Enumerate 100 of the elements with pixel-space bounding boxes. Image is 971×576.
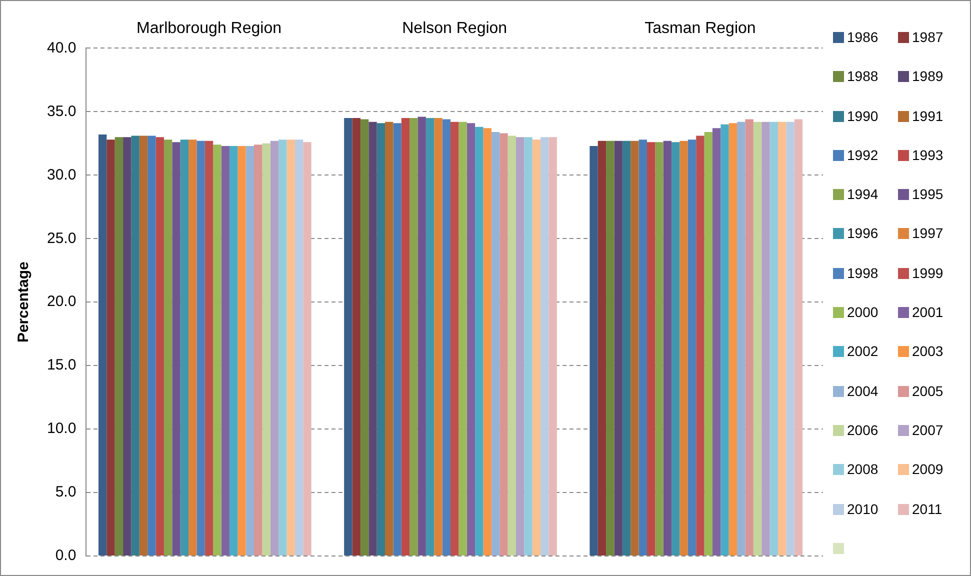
bar [622,140,631,556]
legend-label: 1999 [912,264,944,281]
legend-label: 1994 [847,186,878,202]
bar [548,137,557,556]
bar [106,140,115,556]
bar [680,140,688,556]
bar [131,136,140,556]
bar [704,132,712,556]
bar [303,142,312,556]
legend-label: 2006 [847,422,878,438]
y-tick-label: 20.0 [46,293,76,310]
legend-label: 2001 [912,304,944,320]
bar [794,119,803,556]
legend-label: 1995 [912,186,944,202]
bar [172,142,180,556]
bar [450,122,459,556]
bar [393,123,402,556]
bar [213,144,222,556]
bar [483,128,492,556]
y-tick-label: 35.0 [46,102,76,120]
bar [532,140,541,556]
bar [770,122,778,556]
bar [139,136,148,556]
legend-label: 2008 [847,461,878,478]
bar [188,140,197,556]
legend-label: 1992 [847,146,878,163]
bar [762,122,770,556]
bar [638,140,647,556]
legend-label: 2009 [912,461,944,478]
bar [98,134,107,556]
bar [426,118,434,556]
bar [778,122,786,556]
bar [696,136,704,556]
bar [508,136,516,556]
legend-label: 1989 [912,68,944,84]
legend-label: 2011 [912,500,942,517]
bar [720,124,729,556]
bar [712,128,721,556]
legend-label: 1993 [912,146,944,163]
y-tick-label: 40.0 [46,39,76,56]
bar [728,123,738,556]
bar [401,118,410,556]
legend-label: 1988 [847,68,878,84]
legend-label: 1986 [847,29,878,45]
bar [123,137,132,556]
legend-label: 1991 [912,108,944,124]
bar [254,144,262,556]
bar [598,140,606,556]
legend-label: 2005 [912,382,944,399]
y-tick-label: 15.0 [46,356,76,374]
x-tick-label: Nelson Region [402,20,508,38]
bar [524,137,532,556]
legend-label: 2002 [847,343,878,360]
legend-label: 1998 [847,264,878,281]
y-axis-title: Percentage [15,262,32,343]
bar [418,116,426,556]
bar [434,118,442,556]
legend-label: 1996 [847,225,878,242]
x-tick-label: Tasman Region [644,20,756,38]
y-tick-label: 0.0 [55,547,76,564]
bar [606,140,614,556]
legend-label: 2007 [912,422,944,438]
bar [376,123,386,556]
bar [688,140,696,556]
bar [655,142,664,556]
legend-label: 2010 [847,500,878,517]
bar [360,119,369,556]
bar [475,126,484,556]
bar [262,143,270,556]
bar [221,146,230,556]
y-tick-label: 10.0 [46,420,76,438]
bar [164,140,172,556]
x-tick-label: Marlborough Region [136,20,282,38]
bar [156,137,164,556]
bar [344,118,352,556]
bar [238,146,246,556]
bar [114,137,124,556]
y-tick-label: 5.0 [55,484,76,501]
bar [630,140,639,556]
bar [753,122,762,556]
bar [180,140,189,556]
bar [672,142,680,556]
bar [246,146,254,556]
bar [148,136,156,556]
legend-label: 1987 [912,29,944,45]
bar [466,123,476,556]
bar [745,119,754,556]
bar [286,140,295,556]
bar [410,118,418,556]
bar [229,146,238,556]
legend-label: 2000 [847,304,878,320]
legend-label: 2003 [912,343,944,360]
legend-label: 1990 [847,108,878,124]
y-tick-label: 30.0 [46,166,76,184]
legend-label: 2004 [847,382,878,399]
bar [204,140,214,556]
bar [270,140,279,556]
bar [352,118,360,556]
bar [196,140,205,556]
bar [737,122,746,556]
